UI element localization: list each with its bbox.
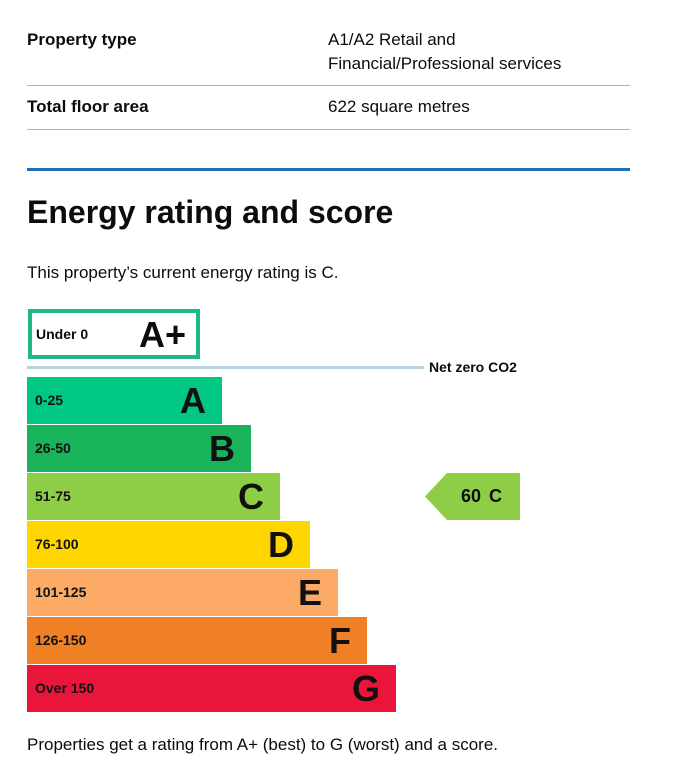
floor-area-value: 622 square metres xyxy=(328,97,470,116)
band-c: 51-75 C xyxy=(27,473,280,520)
band-range: 26-50 xyxy=(35,440,71,456)
band-letter: A+ xyxy=(138,314,186,355)
divider xyxy=(27,129,630,130)
band-letter: C xyxy=(238,476,264,517)
net-zero-line xyxy=(27,366,424,369)
band-letter: G xyxy=(351,668,380,709)
band-letter: F xyxy=(329,620,351,661)
section-break xyxy=(27,168,630,171)
band-f: 126-150 F xyxy=(27,617,367,664)
current-rating-arrow: 60 C xyxy=(425,473,520,520)
band-letter: D xyxy=(268,524,294,565)
current-rating-text: This property’s current energy rating is… xyxy=(27,263,339,282)
band-a: 0-25 A xyxy=(27,377,222,424)
band-letter: E xyxy=(297,572,322,613)
rating-explanation: Properties get a rating from A+ (best) t… xyxy=(27,735,499,754)
band-range: 51-75 xyxy=(35,488,71,504)
band-letter: B xyxy=(209,428,235,469)
property-type-line-1: A1/A2 Retail and xyxy=(328,30,456,49)
band-range: 126-150 xyxy=(35,632,87,648)
band-b: 26-50 B xyxy=(27,425,251,472)
current-letter: C xyxy=(489,486,502,506)
band-range: 0-25 xyxy=(35,392,64,408)
band-d: 76-100 D xyxy=(27,521,310,568)
band-letter: A xyxy=(180,380,206,421)
divider xyxy=(27,85,630,86)
property-type-label: Property type xyxy=(27,30,137,49)
property-type-line-2: Financial/Professional services xyxy=(328,54,562,73)
band-a-plus: Under 0 A+ xyxy=(28,309,200,359)
page-title: Energy rating and score xyxy=(27,194,394,230)
band-e: 101-125 E xyxy=(27,569,338,616)
band-range: 101-125 xyxy=(35,584,87,600)
net-zero-label: Net zero CO2 xyxy=(429,359,517,375)
floor-area-label: Total floor area xyxy=(27,97,149,116)
band-range: 76-100 xyxy=(35,536,79,552)
property-type-value: A1/A2 Retail and Financial/Professional … xyxy=(328,28,561,76)
current-score: 60 xyxy=(461,486,482,506)
band-range: Under 0 xyxy=(36,326,89,342)
band-g: Over 150 G xyxy=(27,665,396,712)
band-range: Over 150 xyxy=(35,680,95,696)
